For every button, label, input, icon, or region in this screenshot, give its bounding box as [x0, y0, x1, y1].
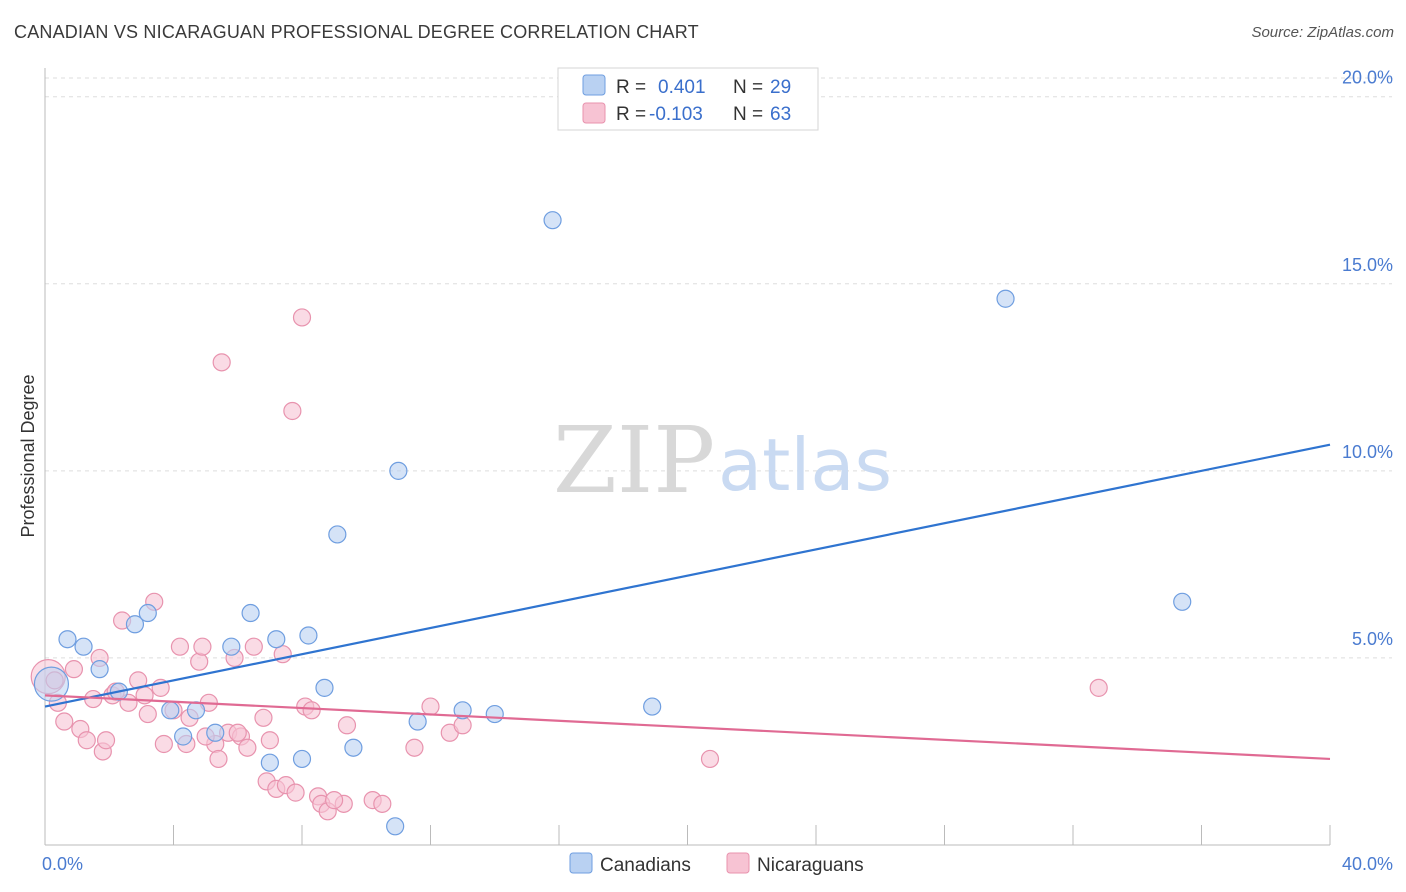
bottom-legend-swatch-nicaraguans [726, 852, 750, 874]
point-nicaraguans [302, 701, 321, 720]
x-tick-label-min: 0.0% [42, 854, 83, 874]
point-canadians [408, 712, 427, 731]
point-canadians [643, 697, 662, 716]
bottom-legend-label-canadians: Canadians [600, 855, 691, 876]
point-canadians [389, 461, 408, 480]
legend-swatch-canadians [582, 74, 606, 96]
point-nicaraguans [325, 791, 344, 810]
watermark-atlas: atlas [718, 423, 892, 507]
y-tick-label: 10.0% [1342, 442, 1393, 462]
point-canadians [996, 289, 1015, 308]
point-nicaraguans [238, 738, 257, 757]
point-nicaraguans [292, 308, 312, 327]
point-nicaraguans [190, 652, 209, 671]
axis-layer: 5.0% 10.0% 15.0% 20.0% 0.0% 40.0% [42, 68, 1393, 874]
point-canadians [58, 630, 77, 649]
point-canadians [206, 723, 225, 742]
point-canadians [386, 817, 405, 836]
point-nicaraguans [405, 738, 424, 757]
legend-n-label-nicaraguans: N = [733, 104, 763, 125]
point-canadians [1173, 592, 1192, 611]
y-tick-label: 5.0% [1352, 629, 1393, 649]
trend-line-canadians [44, 443, 1331, 708]
y-axis-title: Professional Degree [18, 374, 38, 537]
y-tick-label: 20.0% [1342, 68, 1393, 88]
point-nicaraguans [260, 731, 279, 750]
legend-swatch-nicaraguans [582, 102, 606, 124]
point-nicaraguans [96, 731, 116, 750]
point-canadians [74, 637, 93, 656]
point-canadians [453, 701, 472, 720]
point-canadians [299, 626, 318, 645]
grid-layer [45, 77, 1392, 659]
point-nicaraguans [154, 734, 173, 754]
point-nicaraguans [286, 783, 305, 802]
legend-n-value-canadians: 29 [770, 77, 791, 98]
point-nicaraguans [244, 637, 263, 656]
point-nicaraguans [421, 697, 440, 716]
point-canadians [186, 701, 206, 720]
legend-r-value-canadians: 0.401 [658, 77, 706, 98]
watermark-zip: ZIP [553, 407, 715, 514]
point-nicaraguans [700, 749, 720, 769]
point-canadians [292, 749, 312, 769]
source-label: Source: ZipAtlas.com [1251, 24, 1394, 41]
y-tick-label: 15.0% [1342, 255, 1393, 275]
point-canadians [138, 603, 157, 623]
legend-r-label-canadians: R = [616, 77, 646, 98]
point-nicaraguans [283, 401, 302, 421]
bottom-legend-label-nicaraguans: Nicaraguans [757, 855, 864, 876]
point-nicaraguans [77, 731, 96, 750]
chart-title: CANADIAN VS NICARAGUAN PROFESSIONAL DEGR… [14, 22, 699, 42]
point-canadians [33, 666, 70, 702]
point-nicaraguans [1089, 678, 1108, 697]
point-nicaraguans [170, 637, 190, 656]
legend-r-label-nicaraguans: R = [616, 104, 646, 125]
point-canadians [328, 525, 347, 544]
trend-layer [44, 443, 1331, 761]
point-canadians [222, 637, 241, 656]
point-nicaraguans [228, 723, 247, 742]
legend-n-value-nicaraguans: 63 [770, 104, 791, 125]
point-nicaraguans [212, 353, 231, 372]
point-canadians [174, 727, 193, 746]
point-canadians [315, 678, 334, 697]
bottom-legend: Canadians Nicaraguans [569, 852, 864, 876]
point-nicaraguans [373, 794, 392, 813]
point-canadians [485, 704, 504, 724]
bottom-legend-swatch-canadians [569, 852, 593, 874]
point-canadians [267, 630, 286, 649]
point-nicaraguans [129, 671, 148, 690]
point-nicaraguans [64, 660, 84, 679]
point-canadians [241, 603, 260, 623]
point-nicaraguans [55, 712, 74, 731]
point-canadians [125, 615, 145, 634]
points-layer [30, 211, 1192, 836]
point-canadians [344, 738, 363, 757]
point-canadians [543, 211, 562, 230]
point-canadians [260, 753, 279, 772]
legend: R = 0.401 N = 29 R = -0.103 N = 63 [557, 67, 819, 131]
point-nicaraguans [254, 708, 273, 727]
point-nicaraguans [209, 749, 228, 769]
point-canadians [90, 660, 109, 679]
point-nicaraguans [193, 637, 212, 656]
point-nicaraguans [337, 716, 357, 735]
watermark: ZIP atlas [553, 407, 892, 514]
trend-line-nicaraguans [44, 694, 1331, 761]
legend-n-label-canadians: N = [733, 77, 763, 98]
point-nicaraguans [138, 704, 157, 724]
legend-r-value-nicaraguans: -0.103 [649, 104, 703, 125]
point-canadians [161, 701, 180, 720]
x-tick-label-max: 40.0% [1342, 854, 1393, 874]
